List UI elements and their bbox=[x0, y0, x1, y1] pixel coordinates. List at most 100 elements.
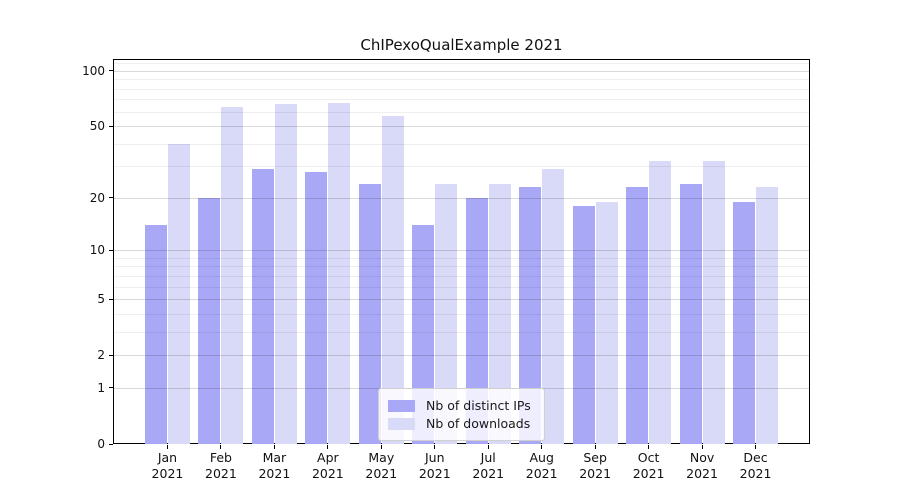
month-label: Jul bbox=[480, 450, 496, 465]
legend-item-downloads: Nb of downloads bbox=[388, 415, 535, 432]
y-tick-label-0: 0 bbox=[97, 437, 105, 451]
month-label: Feb bbox=[209, 450, 232, 465]
bar-nb-of-downloads-mar bbox=[274, 104, 297, 444]
year-label: 2021 bbox=[525, 466, 558, 481]
y-tick-20 bbox=[109, 197, 113, 199]
x-tick-feb bbox=[220, 445, 222, 449]
bar-nb-of-downloads-jul bbox=[488, 183, 511, 444]
x-tick-label-mar: Mar 2021 bbox=[239, 450, 309, 482]
x-tick-sep bbox=[594, 445, 596, 449]
bar-nb-of-distinct-ips-dec bbox=[733, 201, 756, 444]
x-tick-jun bbox=[434, 445, 436, 449]
year-label: 2021 bbox=[579, 466, 612, 481]
legend-item-distinct-ips: Nb of distinct IPs bbox=[388, 397, 535, 414]
bar-nb-of-downloads-jan bbox=[167, 143, 190, 444]
bar-nb-of-downloads-jun bbox=[435, 183, 458, 444]
year-label: 2021 bbox=[151, 466, 184, 481]
bar-nb-of-downloads-dec bbox=[756, 187, 779, 444]
y-tick-label-2: 2 bbox=[97, 348, 105, 363]
y-tick-label-100: 100 bbox=[82, 63, 105, 78]
x-tick-oct bbox=[648, 445, 650, 449]
x-tick-label-jan: Jan 2021 bbox=[132, 450, 202, 482]
bar-nb-of-downloads-oct bbox=[649, 161, 672, 444]
gridline-minor-60 bbox=[114, 112, 809, 113]
x-tick-label-nov: Nov 2021 bbox=[667, 450, 737, 482]
bar-nb-of-downloads-aug bbox=[542, 169, 565, 444]
month-label: Apr bbox=[317, 450, 339, 465]
x-tick-apr bbox=[327, 445, 329, 449]
gridline-major-20 bbox=[114, 198, 809, 199]
year-label: 2021 bbox=[205, 466, 237, 481]
gridline-minor-9 bbox=[114, 258, 809, 259]
x-tick-jul bbox=[487, 445, 489, 449]
month-label: Jun bbox=[425, 450, 445, 465]
x-tick-label-jun: Jun 2021 bbox=[400, 450, 470, 482]
x-tick-aug bbox=[541, 445, 543, 449]
year-label: 2021 bbox=[311, 466, 344, 481]
x-tick-may bbox=[380, 445, 382, 449]
month-label: May bbox=[368, 450, 395, 465]
gridline-minor-110 bbox=[114, 63, 809, 64]
month-label: Nov bbox=[689, 450, 715, 465]
bar-nb-of-distinct-ips-sep bbox=[572, 205, 595, 444]
x-tick-jan bbox=[166, 445, 168, 449]
bar-nb-of-distinct-ips-oct bbox=[626, 187, 649, 444]
bar-nb-of-distinct-ips-nov bbox=[679, 183, 702, 444]
legend-swatch-downloads bbox=[388, 417, 415, 430]
bar-nb-of-distinct-ips-mar bbox=[251, 169, 274, 444]
gridline-major-5 bbox=[114, 299, 809, 300]
y-tick-label-50: 50 bbox=[89, 119, 105, 134]
gridline-minor-6 bbox=[114, 287, 809, 288]
y-tick-50 bbox=[109, 125, 113, 127]
month-label: Aug bbox=[529, 450, 554, 465]
bar-nb-of-distinct-ips-feb bbox=[198, 197, 221, 444]
x-tick-label-oct: Oct 2021 bbox=[614, 450, 684, 482]
year-label: 2021 bbox=[418, 466, 451, 481]
gridline-major-50 bbox=[114, 126, 809, 127]
year-label: 2021 bbox=[632, 466, 665, 481]
y-tick-label-5: 5 bbox=[97, 292, 105, 307]
x-tick-label-sep: Sep 2021 bbox=[560, 450, 630, 482]
gridline-minor-7 bbox=[114, 276, 809, 277]
gridline-major-2 bbox=[114, 355, 809, 356]
x-tick-label-dec: Dec 2021 bbox=[721, 450, 791, 482]
y-tick-5 bbox=[109, 298, 113, 300]
year-label: 2021 bbox=[258, 466, 291, 481]
month-label: Sep bbox=[583, 450, 607, 465]
month-label: Jan bbox=[157, 450, 178, 465]
gridline-major-100 bbox=[114, 71, 809, 72]
gridline-minor-30 bbox=[114, 166, 809, 167]
y-tick-label-20: 20 bbox=[89, 190, 105, 205]
gridline-minor-80 bbox=[114, 89, 809, 90]
x-tick-label-apr: Apr 2021 bbox=[293, 450, 363, 482]
gridline-minor-90 bbox=[114, 79, 809, 80]
gridline-minor-3 bbox=[114, 332, 809, 333]
year-label: 2021 bbox=[365, 466, 398, 481]
bar-nb-of-distinct-ips-jul bbox=[465, 197, 488, 444]
month-label: Oct bbox=[637, 450, 660, 465]
x-tick-nov bbox=[701, 445, 703, 449]
month-label: Dec bbox=[743, 450, 768, 465]
plot-area: Nb of distinct IPs Nb of downloads bbox=[113, 59, 810, 444]
gridline-minor-8 bbox=[114, 266, 809, 267]
month-label: Mar bbox=[262, 450, 287, 465]
bar-nb-of-downloads-sep bbox=[595, 201, 618, 444]
bar-nb-of-distinct-ips-may bbox=[358, 183, 381, 444]
legend: Nb of distinct IPs Nb of downloads bbox=[378, 388, 545, 441]
gridline-major-10 bbox=[114, 250, 809, 251]
x-tick-dec bbox=[755, 445, 757, 449]
y-tick-10 bbox=[109, 249, 113, 251]
year-label: 2021 bbox=[739, 466, 772, 481]
bar-nb-of-downloads-feb bbox=[221, 106, 244, 444]
legend-label-downloads: Nb of downloads bbox=[426, 416, 531, 431]
y-tick-1 bbox=[109, 387, 113, 389]
bar-nb-of-downloads-may bbox=[381, 115, 404, 444]
gridline-minor-70 bbox=[114, 99, 809, 100]
year-label: 2021 bbox=[472, 466, 505, 481]
y-tick-label-1: 1 bbox=[97, 380, 105, 395]
bar-nb-of-distinct-ips-aug bbox=[519, 187, 542, 444]
y-tick-2 bbox=[109, 354, 113, 356]
bar-nb-of-distinct-ips-apr bbox=[305, 171, 328, 444]
x-tick-label-aug: Aug 2021 bbox=[507, 450, 577, 482]
